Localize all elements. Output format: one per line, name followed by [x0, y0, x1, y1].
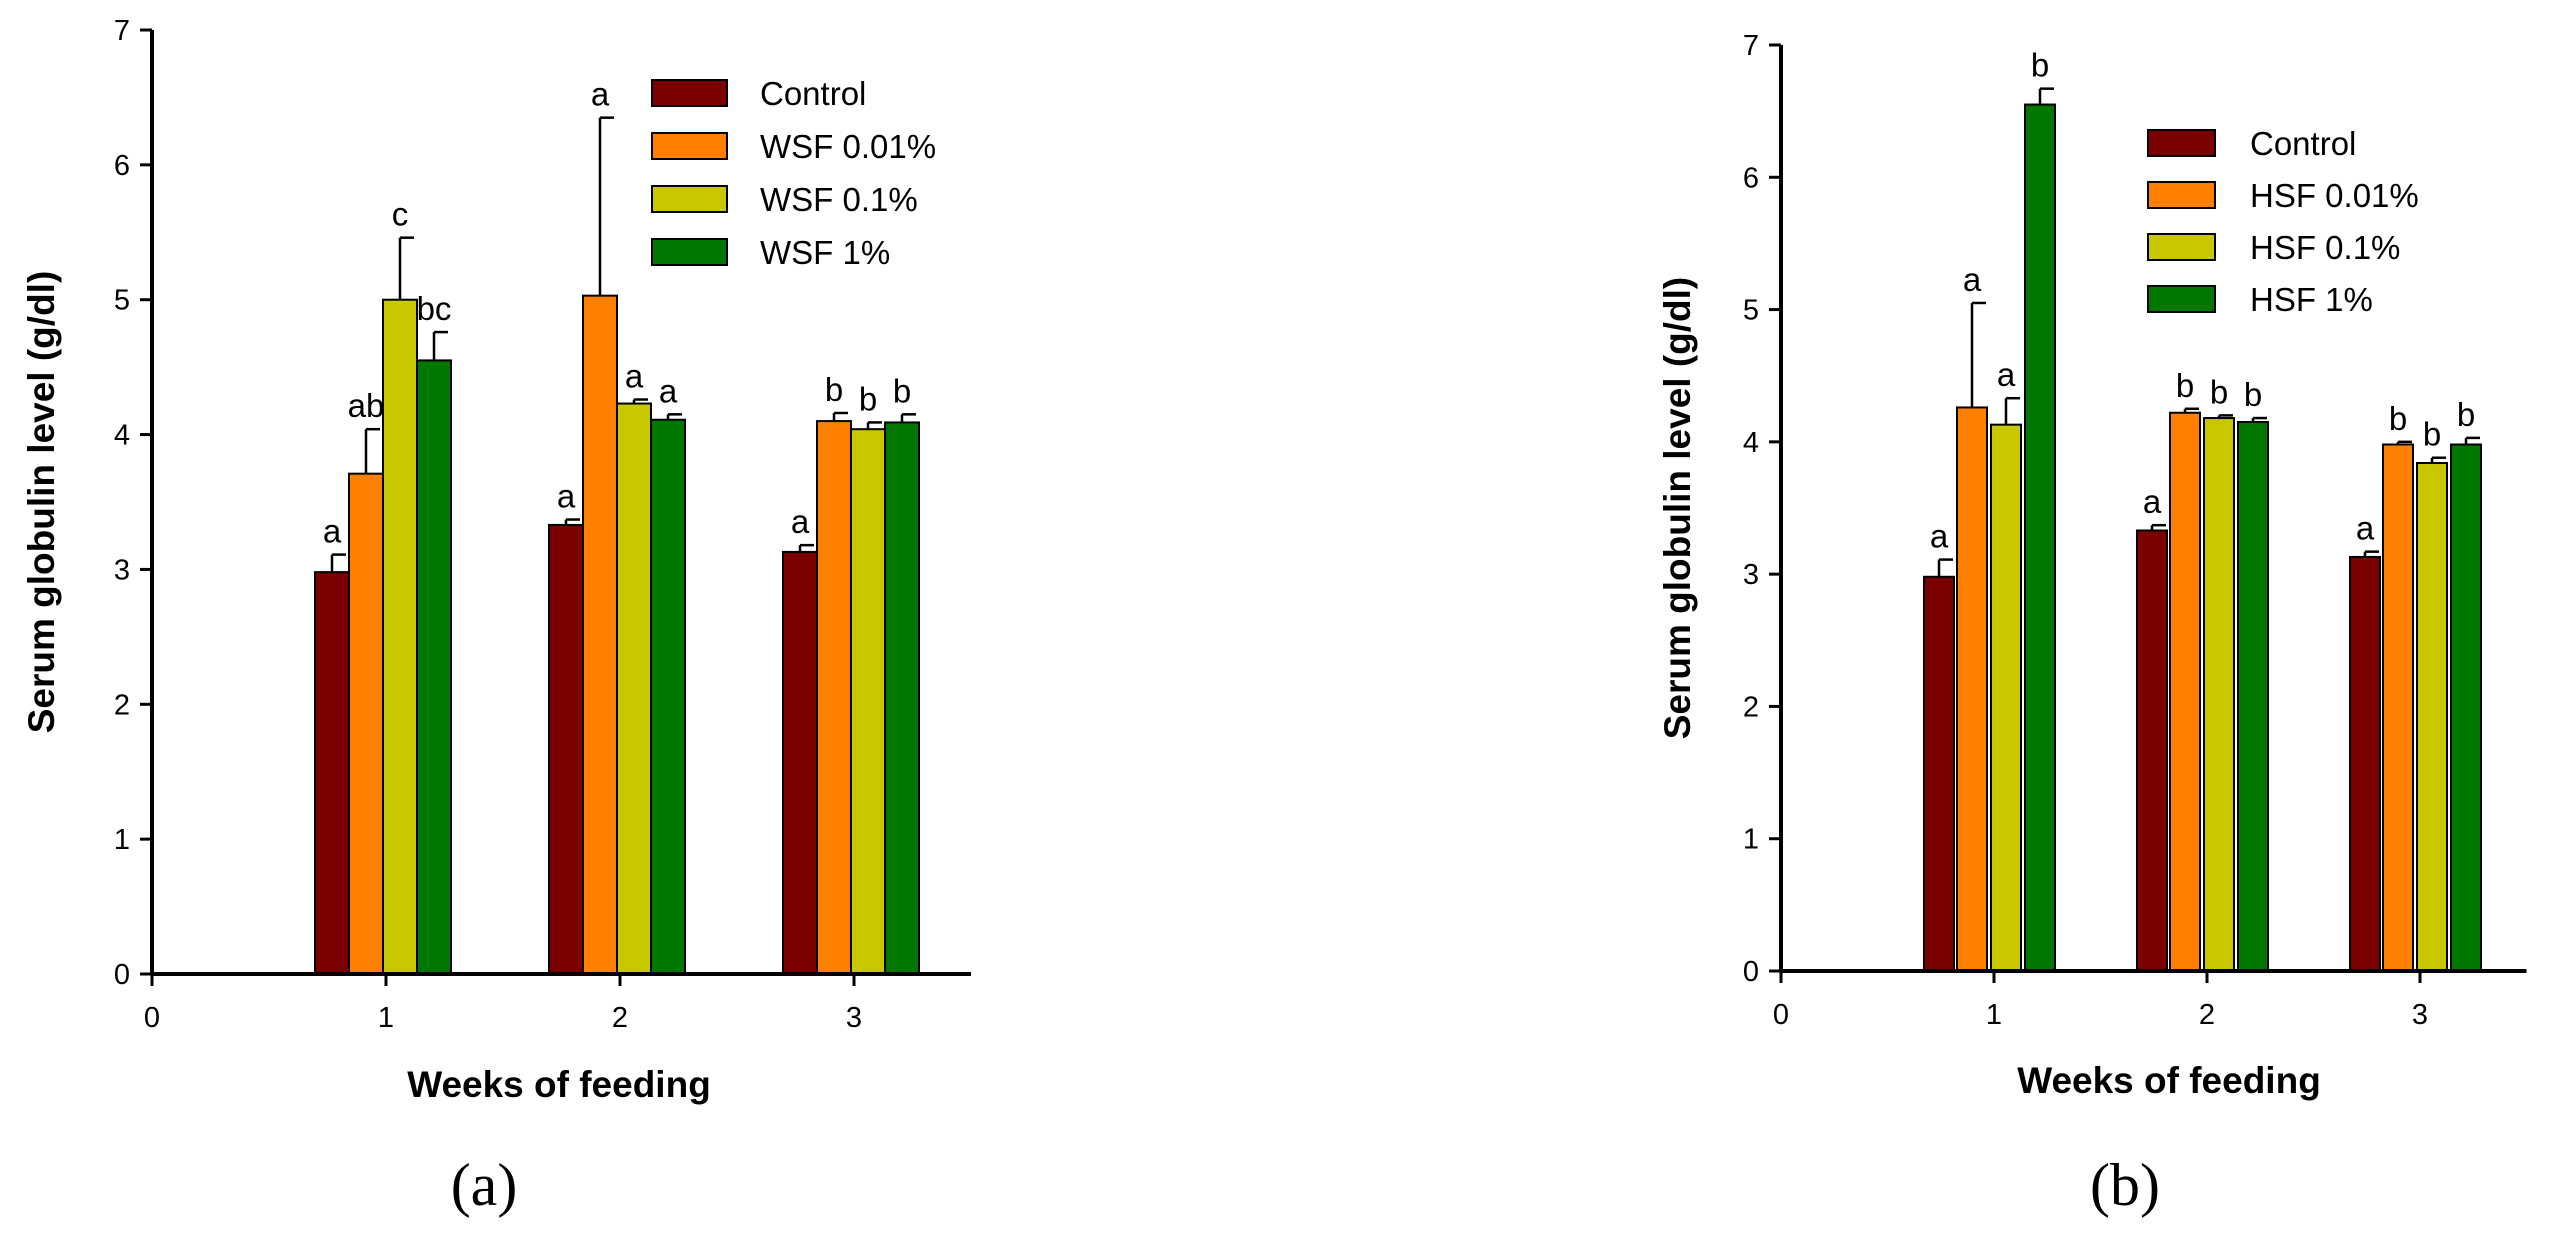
y-tick-label: 7 — [1743, 30, 1759, 62]
significance-label: b — [2423, 416, 2441, 453]
y-tick-label: 7 — [114, 15, 130, 47]
x-tick-label: 0 — [1773, 999, 1789, 1031]
bar — [2136, 529, 2168, 972]
bar — [616, 402, 652, 976]
significance-label: b — [2210, 373, 2228, 410]
y-tick-label: 2 — [1743, 691, 1759, 723]
significance-label: a — [591, 76, 610, 113]
significance-label: b — [2244, 376, 2262, 413]
legend-swatch — [651, 185, 728, 213]
legend: Control WSF 0.01% WSF 0.1% WSF 1% — [651, 75, 936, 271]
y-tick-label: 3 — [114, 554, 130, 586]
significance-label: a — [1997, 356, 2016, 393]
y-tick-label: 5 — [114, 285, 130, 317]
bar — [1956, 406, 1988, 973]
legend-swatch — [651, 238, 728, 266]
bar — [650, 418, 686, 976]
significance-label: ab — [348, 387, 385, 424]
significance-label: b — [2457, 396, 2475, 433]
significance-label: b — [859, 380, 877, 417]
x-tick-label: 2 — [612, 1002, 628, 1034]
x-tick-label: 0 — [144, 1002, 160, 1034]
legend-label: WSF 1% — [760, 234, 890, 271]
significance-label: b — [893, 372, 911, 409]
y-tick-label: 6 — [1743, 162, 1759, 194]
significance-label: a — [323, 513, 342, 550]
significance-label: a — [557, 478, 576, 515]
y-tick-label: 5 — [1743, 295, 1759, 327]
legend-label: Control — [2250, 125, 2356, 162]
bar — [2349, 555, 2381, 973]
legend-label: WSF 0.1% — [760, 181, 918, 218]
significance-label: b — [825, 371, 843, 408]
legend-swatch — [651, 79, 728, 107]
y-tick-label: 3 — [1743, 559, 1759, 591]
significance-label: b — [2031, 47, 2049, 84]
significance-label: a — [1930, 518, 1949, 555]
significance-label: a — [2356, 510, 2375, 547]
y-tick-label: 6 — [114, 150, 130, 182]
significance-label: bc — [417, 290, 452, 327]
y-tick-label: 0 — [114, 959, 130, 991]
y-tick-label: 0 — [1743, 956, 1759, 988]
bar — [1990, 423, 2022, 973]
bar — [2024, 103, 2056, 973]
significance-label: a — [625, 358, 644, 395]
bar — [782, 550, 818, 975]
bar — [884, 421, 920, 976]
legend-label: HSF 0.1% — [2250, 229, 2400, 266]
legend-label: HSF 0.01% — [2250, 177, 2419, 214]
panel-label: (a) — [451, 1152, 518, 1218]
significance-label: b — [2389, 400, 2407, 437]
bar — [2382, 443, 2414, 972]
legend-label: WSF 0.01% — [760, 128, 936, 165]
legend: Control HSF 0.01% HSF 0.1% HSF 1% — [2147, 125, 2419, 318]
bar — [850, 428, 886, 976]
x-axis-title: Weeks of feeding — [2017, 1060, 2321, 1101]
y-tick-label: 4 — [114, 420, 130, 452]
bar — [2237, 421, 2269, 972]
panel-label: (b) — [2090, 1152, 2160, 1218]
y-tick-label: 2 — [114, 689, 130, 721]
bar — [1923, 575, 1955, 972]
bar — [416, 359, 452, 975]
y-tick-label: 1 — [114, 824, 130, 856]
significance-label: c — [392, 196, 409, 233]
significance-label: b — [2176, 367, 2194, 404]
bar — [2450, 443, 2482, 972]
legend-swatch — [2147, 129, 2216, 157]
x-tick-label: 3 — [846, 1002, 862, 1034]
x-tick-label: 2 — [2199, 999, 2215, 1031]
bar — [314, 571, 350, 976]
legend-label: Control — [760, 75, 866, 112]
legend-swatch — [2147, 181, 2216, 209]
bar — [2203, 417, 2235, 972]
x-axis-title: Weeks of feeding — [407, 1064, 711, 1105]
significance-label: a — [791, 503, 810, 540]
legend-swatch — [2147, 233, 2216, 261]
y-tick-label: 4 — [1743, 427, 1759, 459]
y-axis-title: Serum globulin level (g/dl) — [21, 271, 62, 734]
significance-label: a — [659, 372, 678, 409]
bar — [548, 523, 584, 975]
bar — [2416, 462, 2448, 972]
x-tick-label: 3 — [2412, 999, 2428, 1031]
bar — [382, 298, 418, 975]
x-tick-label: 1 — [378, 1002, 394, 1034]
significance-label: a — [1963, 261, 1982, 298]
legend-swatch — [2147, 285, 2216, 313]
legend-label: HSF 1% — [2250, 281, 2373, 318]
bar — [816, 420, 852, 976]
bar — [348, 472, 384, 975]
significance-label: a — [2143, 483, 2162, 520]
bar — [2169, 411, 2201, 972]
bar — [582, 294, 618, 975]
x-tick-label: 1 — [1986, 999, 2002, 1031]
y-tick-label: 1 — [1743, 824, 1759, 856]
y-axis-title: Serum globulin level (g/dl) — [1657, 277, 1698, 740]
legend-swatch — [651, 132, 728, 160]
